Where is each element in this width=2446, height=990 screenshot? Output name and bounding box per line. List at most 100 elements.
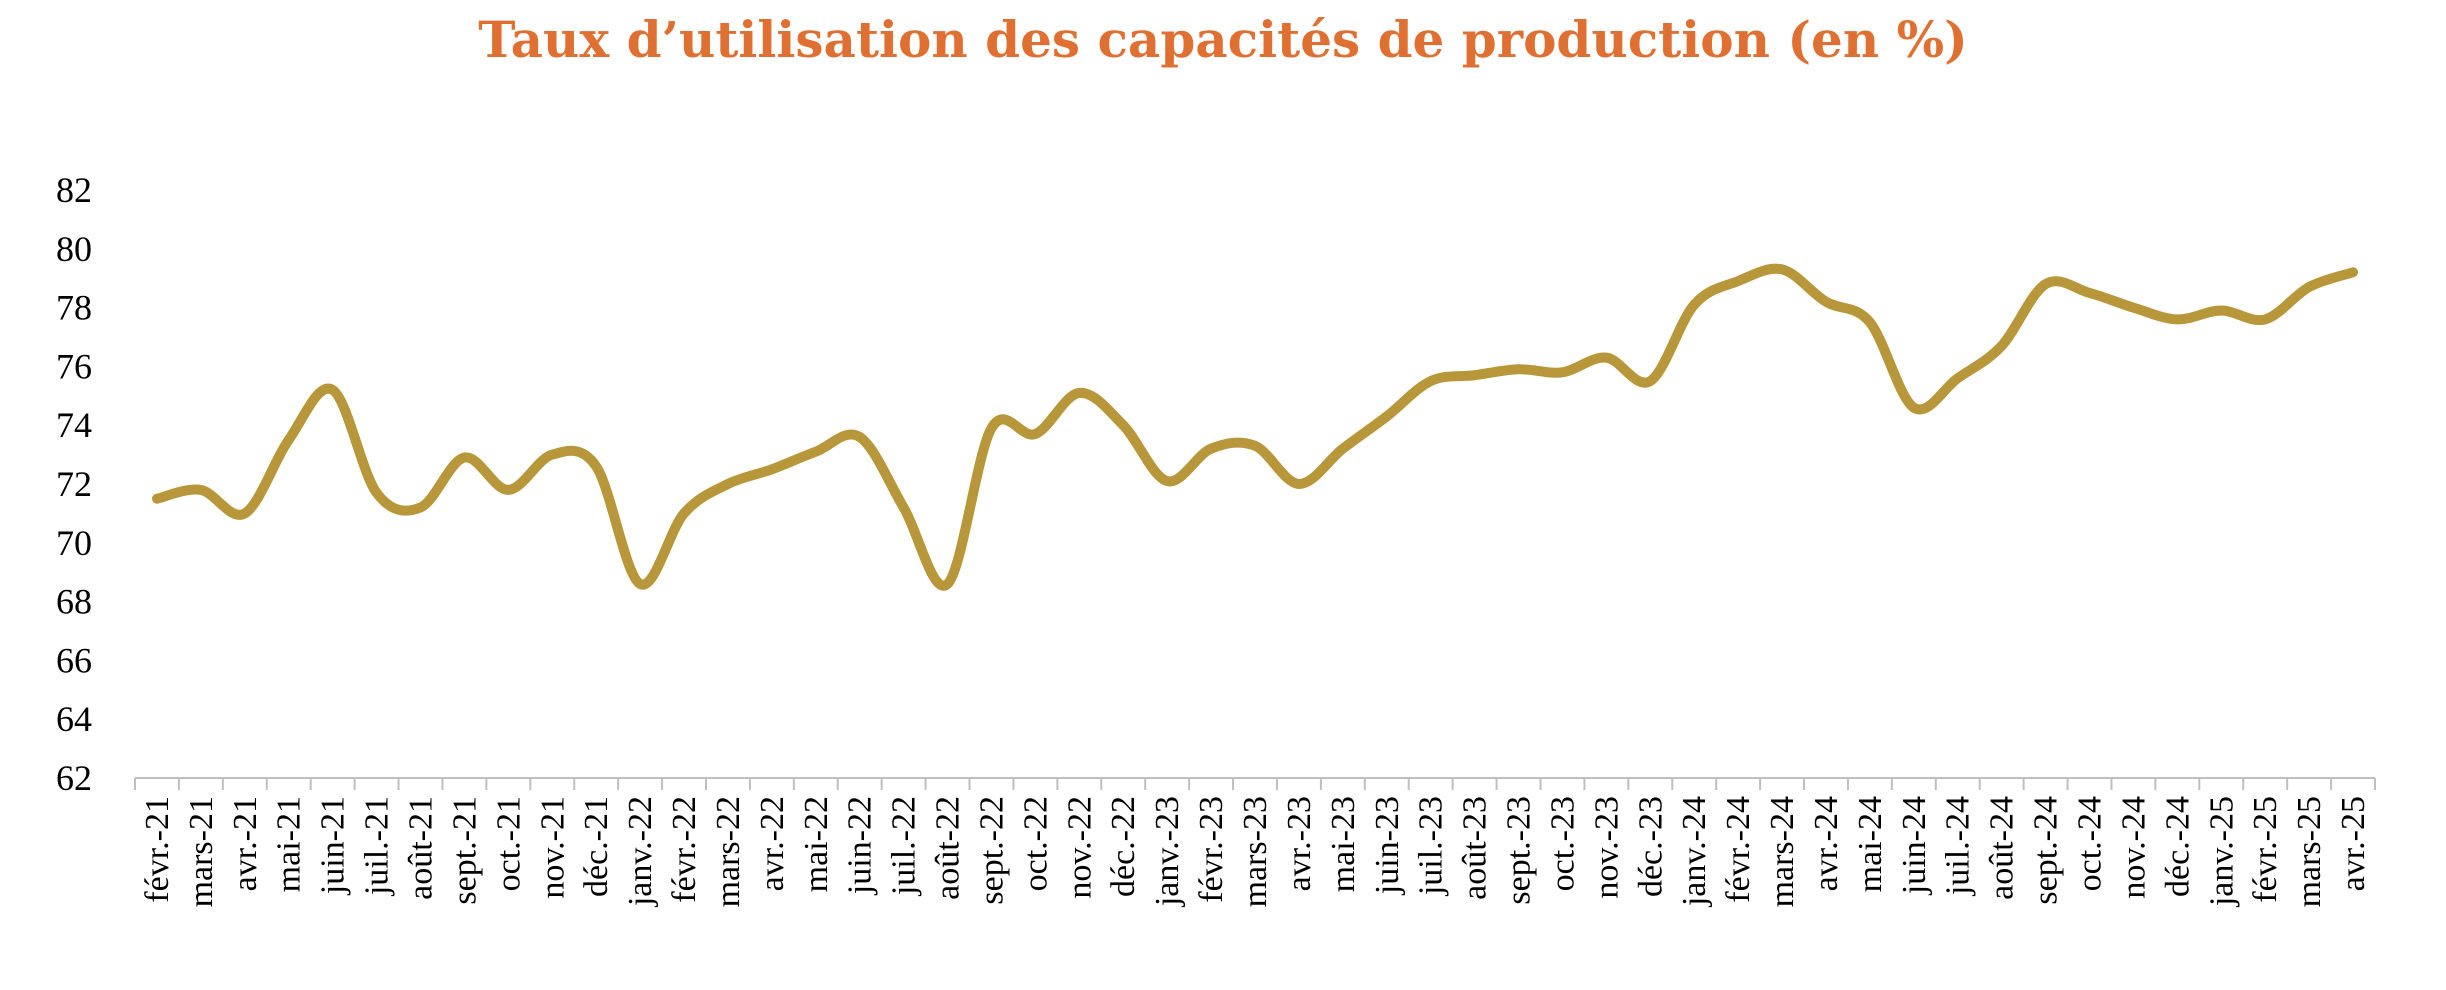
data-point [2128, 303, 2138, 313]
x-tick-label: août-22 [930, 796, 967, 900]
data-point [1294, 479, 1304, 489]
x-tick-label: mai-24 [1852, 796, 1889, 892]
x-tick-label: mai-22 [798, 796, 835, 892]
y-tick-label: 72 [56, 464, 92, 504]
data-point [1953, 373, 1963, 383]
x-tick-label: févr.-25 [2247, 796, 2284, 903]
x-tick-label: nov.-22 [1061, 796, 1098, 899]
data-point [415, 503, 425, 513]
x-tick-label: sept.-22 [973, 796, 1010, 905]
data-point [240, 508, 250, 518]
data-point [2260, 314, 2270, 324]
x-tick-label: août-21 [402, 796, 439, 900]
data-point [1030, 429, 1040, 439]
x-tick-label: nov.-24 [2115, 796, 2152, 899]
x-tick-label: nov.-21 [534, 796, 571, 899]
data-point [679, 508, 689, 518]
data-point [196, 485, 206, 495]
x-tick-label: juin-24 [1896, 796, 1933, 895]
data-point [2085, 288, 2095, 298]
data-point [591, 461, 601, 471]
data-point [2172, 314, 2182, 324]
x-tick-label: avr.-21 [227, 796, 264, 891]
x-tick-label: oct.-24 [2072, 796, 2109, 891]
x-tick-label: janv.-23 [1149, 796, 1186, 907]
x-tick-label: mai-23 [1325, 796, 1362, 892]
x-tick-label: oct.-21 [490, 796, 527, 891]
x-tick-label: mai-21 [271, 796, 308, 892]
x-tick-label: déc.-21 [578, 796, 615, 897]
x-tick-label: sept.-23 [1501, 796, 1538, 905]
data-point [2304, 282, 2314, 292]
y-tick-label: 64 [56, 699, 92, 739]
x-tick-label: août-23 [1457, 796, 1494, 900]
data-point [2041, 279, 2051, 289]
x-tick-label: juin-23 [1369, 796, 1406, 895]
y-tick-label: 66 [56, 640, 92, 680]
y-tick-label: 70 [56, 523, 92, 563]
data-point [811, 447, 821, 457]
x-tick-label: août-24 [1984, 796, 2021, 900]
data-point [1997, 341, 2007, 351]
data-point [1865, 317, 1875, 327]
data-point [943, 579, 953, 589]
data-point [2216, 306, 2226, 316]
x-tick-label: sept.-24 [2028, 796, 2065, 905]
data-point [1250, 441, 1260, 451]
data-point [328, 385, 338, 395]
x-tick-label: juin-22 [842, 796, 879, 895]
data-point [1689, 300, 1699, 310]
data-point [723, 479, 733, 489]
y-tick-label: 62 [56, 758, 92, 798]
data-point [547, 450, 557, 460]
x-tick-label: avr.-24 [1808, 796, 1845, 891]
data-point [1601, 353, 1611, 363]
x-tick-label: nov.-23 [1588, 796, 1625, 899]
x-tick-label: mars-21 [183, 796, 220, 907]
x-tick-label: sept.-21 [446, 796, 483, 905]
series-layer [152, 263, 2358, 591]
x-tick-label: juil.-21 [359, 796, 396, 896]
y-tick-label: 80 [56, 229, 92, 269]
x-tick-label: oct.-22 [1017, 796, 1054, 891]
x-tick-label: févr.-24 [1720, 796, 1757, 903]
data-point [899, 503, 909, 513]
data-point [767, 464, 777, 474]
data-point [459, 453, 469, 463]
data-point [1470, 370, 1480, 380]
data-point [1821, 297, 1831, 307]
x-tick-label: janv.-24 [1676, 796, 1713, 907]
data-point [1909, 403, 1919, 413]
data-point [1557, 367, 1567, 377]
data-point [284, 435, 294, 445]
x-tick-label: avr.-25 [2335, 796, 2372, 891]
x-tick-label: déc.-23 [1632, 796, 1669, 897]
x-tick-label: déc.-24 [2159, 796, 2196, 897]
data-point [1382, 411, 1392, 421]
data-point [1206, 444, 1216, 454]
data-point [372, 488, 382, 498]
series-line [152, 263, 2358, 591]
data-point [1074, 388, 1084, 398]
x-tick-label: mars-22 [710, 796, 747, 907]
x-tick-label: juil.-22 [886, 796, 923, 896]
data-point [503, 485, 513, 495]
x-tick-label: févr.-21 [139, 796, 176, 903]
x-tick-label: avr.-22 [754, 796, 791, 891]
y-tick-label: 68 [56, 582, 92, 622]
y-axis: 62 64 66 68 70 72 74 76 78 80 82 [56, 170, 92, 798]
data-point [2348, 267, 2358, 277]
x-tick-label: avr.-23 [1281, 796, 1318, 891]
y-tick-label: 74 [56, 405, 92, 445]
data-point [855, 432, 865, 442]
chart-title: Taux d’utilisation des capacités de prod… [478, 10, 1968, 69]
x-tick-label: janv.-25 [2203, 796, 2240, 907]
y-tick-label: 82 [56, 170, 92, 210]
data-point [986, 423, 996, 433]
x-tick-label: janv.-22 [622, 796, 659, 907]
y-tick-label: 76 [56, 346, 92, 386]
data-point [1514, 364, 1524, 374]
data-point [635, 579, 645, 589]
x-tick-label: juil.-24 [1940, 796, 1977, 896]
